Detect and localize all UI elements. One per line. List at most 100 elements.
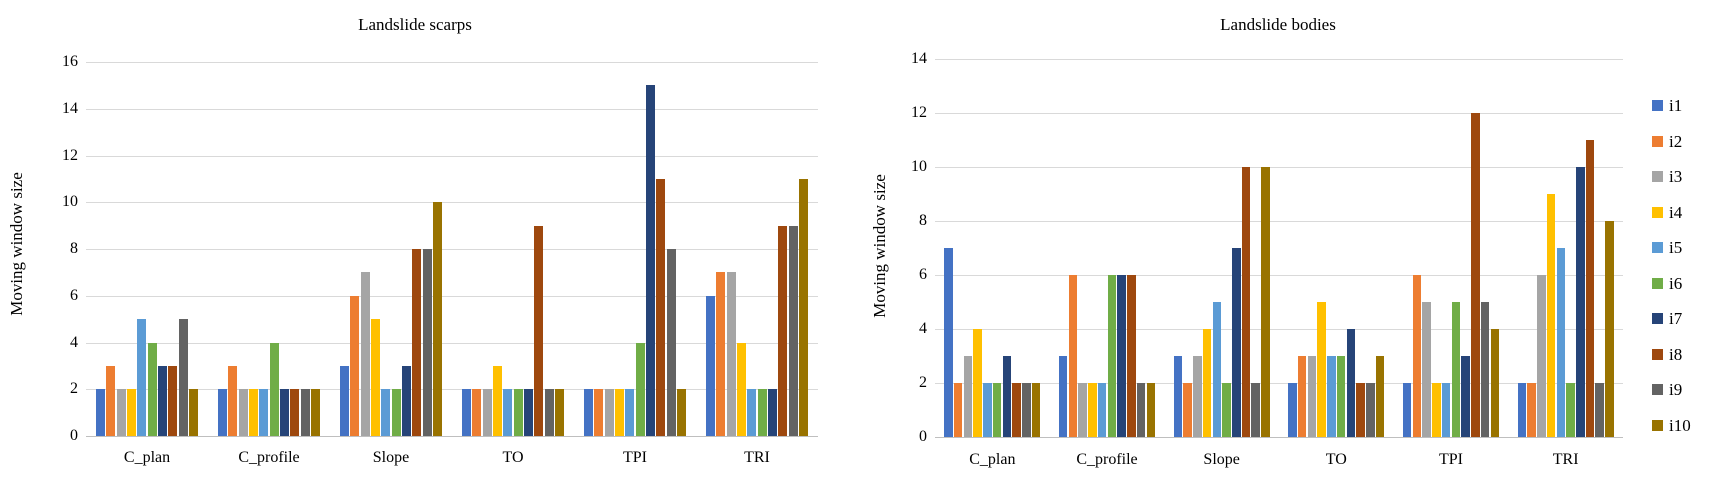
bar-i9-TRI xyxy=(1595,383,1605,437)
legend-label: i5 xyxy=(1669,238,1683,257)
y-tick-label: 8 xyxy=(70,240,78,257)
gridline xyxy=(86,202,818,204)
y-tick-label: 12 xyxy=(62,146,78,164)
bar-i7-TRI xyxy=(767,389,778,436)
bar-i2-TO xyxy=(1297,356,1307,437)
bar-i9-TO xyxy=(544,389,554,436)
bar-i5-C_profile xyxy=(259,389,269,436)
category-label-TO: TO xyxy=(502,449,524,466)
bar-i2-TO xyxy=(472,389,482,436)
bar-i10-TO xyxy=(1375,356,1385,437)
bar-i1-TPI xyxy=(583,389,593,436)
y-tick-label: 4 xyxy=(919,320,927,337)
bar-i7-TO xyxy=(523,389,534,436)
bar-i1-TO xyxy=(461,389,471,436)
bar-i7-TPI xyxy=(645,85,656,436)
gridline xyxy=(86,108,818,110)
chart-title-landslide-bodies: Landslide bodies xyxy=(1220,15,1336,34)
legend-item-i10: i10 xyxy=(1652,415,1710,437)
bar-i7-TRI xyxy=(1575,167,1585,437)
legend-swatch-i1 xyxy=(1652,100,1663,111)
bar-i3-TPI xyxy=(604,389,614,436)
bar-i4-TO xyxy=(492,365,502,436)
bar-i6-Slope xyxy=(391,389,401,436)
bar-i6-TO xyxy=(513,389,523,436)
bar-i2-TRI xyxy=(716,272,726,436)
bar-i6-TRI xyxy=(757,389,767,436)
bar-i10-TPI xyxy=(677,389,687,436)
bar-i10-C_plan xyxy=(189,389,199,436)
bar-i5-TPI xyxy=(625,389,635,436)
y-tick-label: 14 xyxy=(62,99,78,117)
legend-item-i9: i9 xyxy=(1652,379,1710,401)
bar-i1-C_profile xyxy=(1058,356,1068,437)
gridline xyxy=(86,295,818,297)
bar-i6-TRI xyxy=(1566,383,1575,437)
bar-i7-Slope xyxy=(1231,248,1241,437)
category-label-C_plan: C_plan xyxy=(123,449,171,466)
category-label-TPI: TPI xyxy=(623,449,647,466)
bar-i3-Slope xyxy=(360,272,370,436)
bar-i1-TRI xyxy=(1517,383,1527,437)
bar-i3-TRI xyxy=(1537,275,1546,437)
legend-item-i7: i7 xyxy=(1652,308,1710,330)
bar-i6-TPI xyxy=(1451,302,1461,437)
legend-item-i4: i4 xyxy=(1652,202,1710,224)
bar-i8-TRI xyxy=(1585,140,1595,437)
legend-item-i3: i3 xyxy=(1652,166,1710,188)
y-axis-title-left: Moving window size xyxy=(7,172,26,316)
bar-i4-Slope xyxy=(370,319,380,436)
bar-i5-C_plan xyxy=(983,383,992,437)
bar-i3-C_plan xyxy=(963,356,973,437)
category-label-TRI: TRI xyxy=(744,449,770,466)
bar-i2-Slope xyxy=(350,295,360,436)
category-label-C_profile: C_profile xyxy=(1076,451,1138,468)
bar-i6-Slope xyxy=(1222,383,1231,437)
bar-i1-TRI xyxy=(705,295,715,436)
bar-i4-Slope xyxy=(1202,329,1212,437)
x-axis-line xyxy=(935,437,1623,438)
category-label-TPI: TPI xyxy=(1438,451,1463,468)
legend-label: i9 xyxy=(1669,380,1683,399)
y-tick-label: 6 xyxy=(919,266,927,283)
legend-label: i10 xyxy=(1669,415,1691,435)
bar-i7-C_profile xyxy=(279,389,290,436)
gridline xyxy=(86,155,818,157)
bar-i1-C_plan xyxy=(95,389,105,436)
legend-item-i5: i5 xyxy=(1652,237,1710,259)
bar-i10-Slope xyxy=(1261,167,1270,437)
bar-i8-TO xyxy=(1356,383,1365,437)
category-label-Slope: Slope xyxy=(372,449,410,466)
gridline xyxy=(935,113,1623,114)
bar-i10-TRI xyxy=(1605,221,1614,437)
bar-i6-C_plan xyxy=(992,383,1002,437)
legend-item-i6: i6 xyxy=(1652,273,1710,295)
bar-i7-TPI xyxy=(1461,356,1470,437)
bar-i5-Slope xyxy=(381,389,391,436)
legend-swatch-i4 xyxy=(1652,206,1663,218)
bar-i6-TO xyxy=(1336,356,1346,437)
bar-i3-Slope xyxy=(1193,356,1202,437)
legend-swatch-i7 xyxy=(1652,313,1663,324)
bar-i1-Slope xyxy=(1173,356,1183,437)
bar-i8-Slope xyxy=(1241,167,1251,437)
bar-i9-Slope xyxy=(1251,383,1261,437)
bar-i6-TPI xyxy=(635,342,645,436)
bar-i8-C_plan xyxy=(168,365,178,436)
legend-swatch-i9 xyxy=(1652,384,1663,395)
y-tick-label: 6 xyxy=(70,286,78,304)
legend-item-i8: i8 xyxy=(1652,344,1710,366)
y-tick-label: 14 xyxy=(911,50,927,67)
bar-i4-C_profile xyxy=(1088,383,1097,437)
gridline xyxy=(86,249,818,250)
category-label-C_plan: C_plan xyxy=(969,451,1016,468)
bar-i5-TO xyxy=(1327,356,1336,437)
y-tick-label: 12 xyxy=(911,104,927,121)
bar-i2-C_profile xyxy=(1068,275,1078,437)
bar-i10-TO xyxy=(555,389,565,436)
x-axis-line xyxy=(86,436,818,437)
bar-i1-TPI xyxy=(1402,383,1412,437)
bar-i3-C_profile xyxy=(1078,383,1087,437)
bar-i5-C_profile xyxy=(1097,383,1107,437)
